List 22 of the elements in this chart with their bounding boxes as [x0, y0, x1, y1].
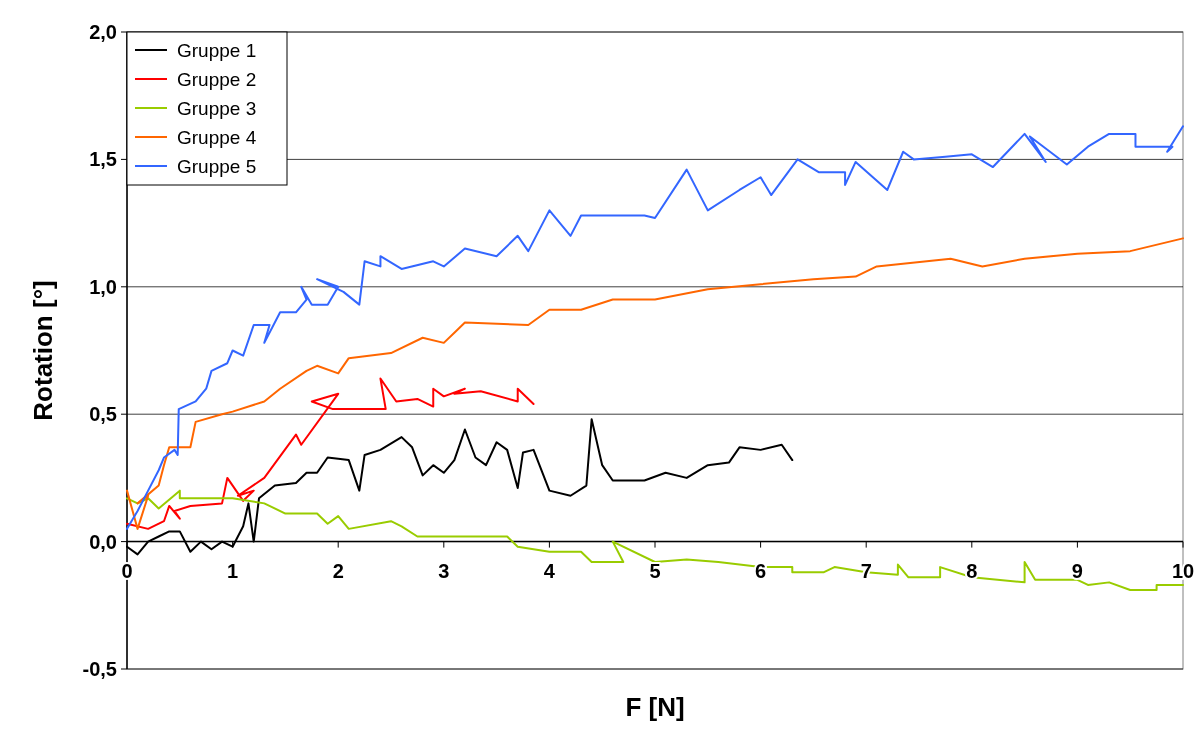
x-tick-label: 8: [966, 559, 978, 582]
y-tick-label: 0,0: [89, 530, 117, 553]
y-tick-label: -0,5: [82, 658, 117, 680]
x-tick-label: 4: [543, 559, 556, 582]
line-series: [126, 377, 535, 530]
x-tick-label: 2: [332, 559, 344, 582]
legend-label: Gruppe 3: [177, 97, 257, 119]
y-tick-label: 0,5: [89, 403, 117, 426]
y-tick-label: 1,5: [89, 148, 117, 171]
x-tick-label: 10: [1171, 559, 1195, 582]
x-tick-label: 5: [649, 559, 661, 582]
legend-label: Gruppe 1: [177, 39, 257, 61]
x-axis-title: F [N]: [625, 692, 685, 722]
legend-label: Gruppe 4: [177, 126, 257, 148]
x-tick-label: 1: [227, 559, 239, 582]
legend-label: Gruppe 5: [177, 155, 257, 177]
y-axis-title: Rotation [°]: [28, 280, 58, 421]
y-tick-label: 1,0: [89, 275, 117, 298]
x-tick-label: 3: [438, 559, 450, 582]
x-tick-label: 9: [1071, 559, 1083, 582]
legend-label: Gruppe 2: [177, 68, 257, 90]
y-tick-label: 2,0: [89, 21, 117, 43]
